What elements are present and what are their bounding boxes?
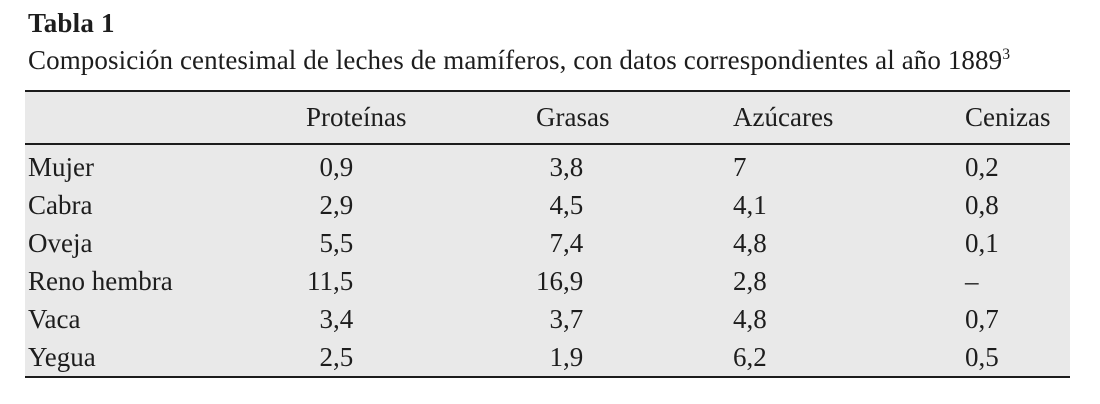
table-cell: 4,5 (549, 189, 584, 220)
table-cell: 3,4 (319, 303, 354, 334)
table-row: Vaca 3,4 3,7 4,8 0,7 (25, 300, 1070, 338)
table-row: Oveja 5,5 7,4 4,8 0,1 (25, 224, 1070, 262)
table-cell: 4,8 (733, 303, 767, 334)
row-label: Mujer (28, 151, 94, 182)
table-cell: 3,7 (549, 303, 584, 334)
caption-text: Composición centesimal de leches de mamí… (28, 45, 1003, 75)
table-row: Yegua 2,5 1,9 6,2 0,5 (25, 338, 1070, 377)
table-title: Tabla 1 (28, 8, 115, 38)
row-label: Vaca (28, 303, 81, 334)
table-cell: 0,7 (965, 303, 999, 334)
table-row: Reno hembra 11,5 16,9 2,8 – (25, 262, 1070, 300)
table-cell: 0,9 (319, 151, 354, 182)
table-cell: 16,9 (536, 265, 584, 296)
table-cell: – (965, 265, 979, 296)
table-cell: 7,4 (549, 227, 584, 258)
table-cell: 0,2 (965, 151, 999, 182)
row-label: Reno hembra (28, 265, 173, 296)
table-cell: 2,8 (733, 265, 767, 296)
column-header-proteinas: Proteínas (306, 91, 536, 145)
row-label: Yegua (28, 341, 96, 372)
caption-footnote-superscript: 3 (1002, 46, 1011, 63)
row-label: Oveja (28, 227, 93, 258)
table-cell: 1,9 (549, 341, 584, 372)
column-header-azucares: Azúcares (733, 91, 965, 145)
column-header-grasas: Grasas (536, 91, 733, 145)
table-cell: 0,5 (965, 341, 999, 372)
table-cell: 2,5 (319, 341, 354, 372)
table-cell: 7 (733, 151, 747, 182)
table-cell: 3,8 (549, 151, 584, 182)
table-cell: 4,8 (733, 227, 767, 258)
column-header-cenizas: Cenizas (965, 91, 1070, 145)
table-caption: Composición centesimal de leches de mamí… (25, 40, 1100, 80)
table-cell: 4,1 (733, 189, 767, 220)
row-label: Cabra (28, 189, 93, 220)
table-row: Mujer 0,9 3,8 7 0,2 (25, 144, 1070, 186)
column-header-rowlabel (25, 91, 306, 145)
table-cell: 5,5 (319, 227, 354, 258)
table-cell: 0,1 (965, 227, 999, 258)
table-cell: 0,8 (965, 189, 999, 220)
table-cell: 11,5 (307, 265, 354, 296)
table-cell: 6,2 (733, 341, 767, 372)
table-cell: 2,9 (319, 189, 354, 220)
table-header-row: Proteínas Grasas Azúcares Cenizas (25, 91, 1070, 145)
composition-table: Proteínas Grasas Azúcares Cenizas Mujer … (25, 90, 1070, 378)
table-row: Cabra 2,9 4,5 4,1 0,8 (25, 186, 1070, 224)
